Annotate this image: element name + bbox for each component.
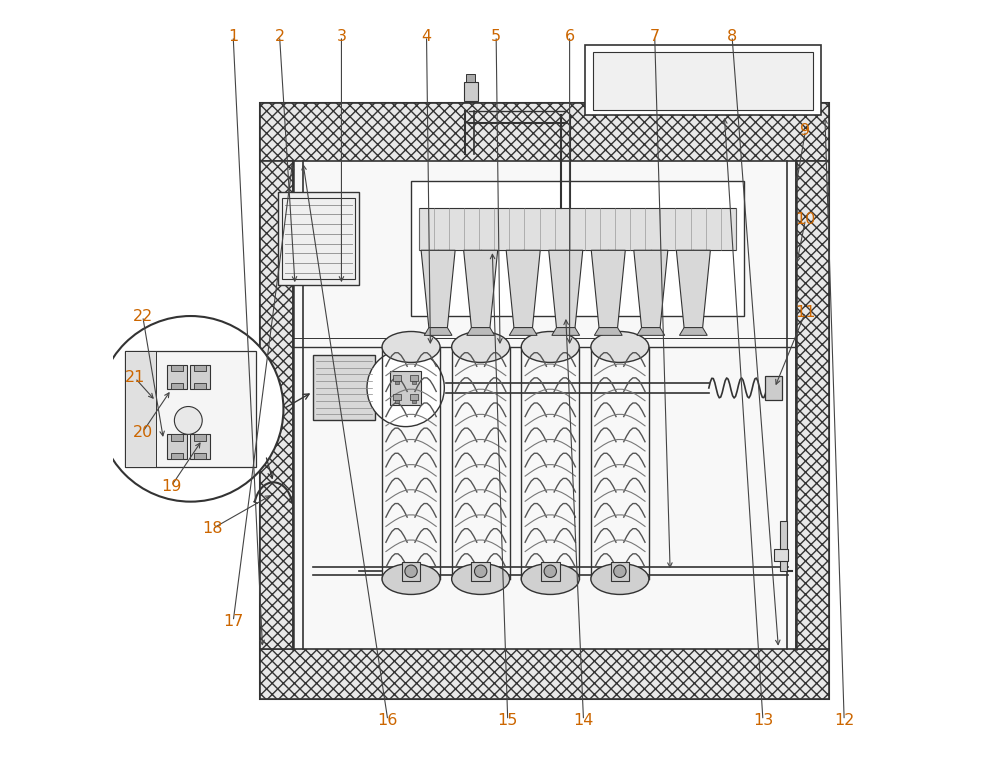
Ellipse shape xyxy=(591,563,649,594)
Polygon shape xyxy=(634,250,668,328)
Bar xyxy=(593,51,813,110)
Text: 8: 8 xyxy=(727,29,737,44)
Ellipse shape xyxy=(382,332,440,362)
Polygon shape xyxy=(637,328,665,335)
Text: 18: 18 xyxy=(202,521,223,536)
Text: 11: 11 xyxy=(795,305,816,319)
Bar xyxy=(774,549,788,561)
Bar xyxy=(194,453,206,459)
Bar xyxy=(796,161,829,649)
Text: 10: 10 xyxy=(795,212,816,227)
Text: 17: 17 xyxy=(223,614,243,629)
Ellipse shape xyxy=(521,563,579,594)
Polygon shape xyxy=(552,328,580,335)
Bar xyxy=(171,453,183,459)
Circle shape xyxy=(544,565,556,577)
Bar xyxy=(190,365,210,390)
Bar xyxy=(541,562,560,580)
Bar xyxy=(313,354,375,421)
Text: 2: 2 xyxy=(275,29,285,44)
Bar xyxy=(466,74,475,82)
Text: 16: 16 xyxy=(378,713,398,728)
Bar xyxy=(125,351,256,467)
Circle shape xyxy=(98,316,283,502)
Bar xyxy=(260,649,829,699)
Ellipse shape xyxy=(591,332,649,362)
Polygon shape xyxy=(421,250,455,328)
Bar xyxy=(125,351,156,467)
Bar xyxy=(260,104,829,699)
Text: 9: 9 xyxy=(800,123,811,138)
Bar xyxy=(171,365,183,371)
Circle shape xyxy=(405,565,417,577)
Text: 15: 15 xyxy=(498,713,518,728)
Bar xyxy=(412,381,416,384)
Bar xyxy=(411,181,744,316)
Bar xyxy=(471,562,490,580)
Bar xyxy=(282,199,355,279)
Bar xyxy=(395,400,399,404)
Polygon shape xyxy=(591,250,625,328)
Bar xyxy=(410,375,418,381)
Circle shape xyxy=(174,407,202,435)
Polygon shape xyxy=(424,328,452,335)
Text: 3: 3 xyxy=(336,29,346,44)
Polygon shape xyxy=(594,328,622,335)
Text: 4: 4 xyxy=(421,29,432,44)
Text: 5: 5 xyxy=(491,29,501,44)
Text: 20: 20 xyxy=(133,425,153,439)
Bar xyxy=(410,394,418,400)
Polygon shape xyxy=(676,250,710,328)
Bar xyxy=(194,435,206,441)
Text: 6: 6 xyxy=(565,29,575,44)
Bar xyxy=(611,562,629,580)
Bar xyxy=(393,375,401,381)
Bar xyxy=(765,375,782,400)
Polygon shape xyxy=(467,328,495,335)
Polygon shape xyxy=(549,250,583,328)
Bar xyxy=(395,381,399,384)
Bar xyxy=(402,562,420,580)
Bar xyxy=(194,365,206,371)
Text: 14: 14 xyxy=(573,713,594,728)
Polygon shape xyxy=(506,250,540,328)
Ellipse shape xyxy=(382,563,440,594)
Text: 1: 1 xyxy=(228,29,238,44)
Circle shape xyxy=(474,565,487,577)
Bar xyxy=(260,161,293,649)
Text: 21: 21 xyxy=(125,370,145,386)
Bar xyxy=(167,435,187,459)
Bar xyxy=(780,521,787,571)
Ellipse shape xyxy=(452,563,510,594)
Bar xyxy=(278,192,359,285)
Text: 7: 7 xyxy=(650,29,660,44)
Bar xyxy=(585,45,821,115)
Circle shape xyxy=(614,565,626,577)
Text: 19: 19 xyxy=(161,478,181,494)
Ellipse shape xyxy=(452,332,510,362)
Bar xyxy=(412,400,416,404)
Circle shape xyxy=(367,349,444,427)
Bar xyxy=(194,383,206,390)
Bar xyxy=(167,365,187,390)
Bar xyxy=(171,435,183,441)
Bar xyxy=(171,383,183,390)
Bar xyxy=(390,371,421,405)
Text: 22: 22 xyxy=(133,308,153,323)
Polygon shape xyxy=(509,328,537,335)
Text: 12: 12 xyxy=(834,713,854,728)
Bar xyxy=(190,435,210,459)
Bar xyxy=(260,104,829,161)
Polygon shape xyxy=(679,328,707,335)
Polygon shape xyxy=(464,250,498,328)
Bar xyxy=(393,394,401,400)
Bar xyxy=(464,82,478,101)
Bar xyxy=(419,208,736,250)
Ellipse shape xyxy=(521,332,579,362)
Text: 13: 13 xyxy=(753,713,773,728)
